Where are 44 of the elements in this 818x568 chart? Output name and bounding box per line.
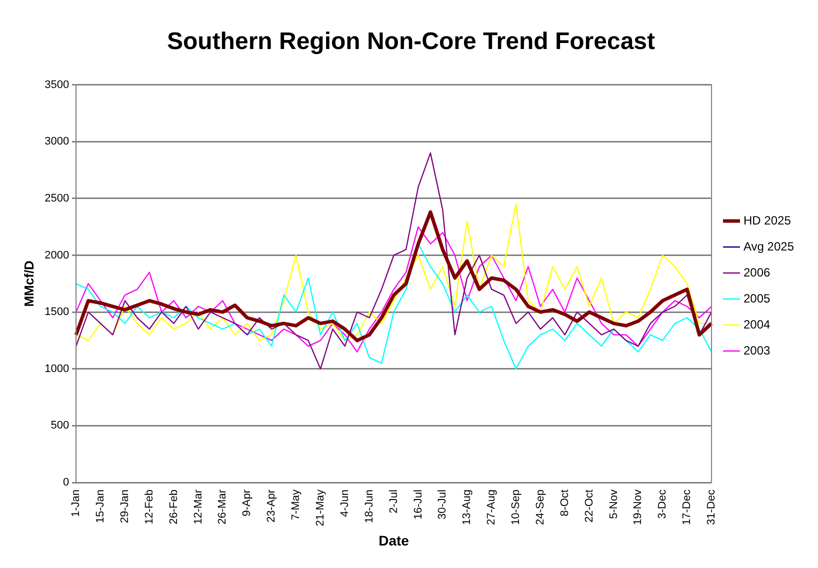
x-tick-label: 24-Sep (534, 490, 546, 526)
x-tick-label: 12-Feb (143, 490, 156, 524)
legend-label: 2005 (744, 291, 771, 306)
x-axis-title: Date (378, 532, 410, 548)
y-tick-label: 2000 (44, 249, 70, 262)
x-tick-label: 13-Aug (461, 490, 474, 526)
x-tick-label: 26-Mar (216, 489, 229, 524)
x-tick-label: 23-Apr (266, 489, 278, 523)
y-tick-label: 0 (62, 476, 70, 489)
y-tick-label: 3000 (44, 136, 70, 148)
x-tick-label: 2-Jul (388, 490, 400, 514)
x-tick-label: 31-Dec (706, 489, 718, 525)
x-tick-label: 26-Feb (168, 490, 180, 524)
legend-label: 2006 (744, 265, 771, 280)
legend-label: Avg 2025 (744, 239, 794, 254)
x-tick-label: 12-Mar (192, 489, 204, 524)
x-tick-label: 22-Oct (583, 490, 596, 523)
x-tick-label: 7-May (290, 489, 302, 520)
x-tick-label: 18-Jun (363, 490, 376, 524)
x-tick-label: 1-Jan (70, 490, 82, 518)
legend-label: HD 2025 (744, 213, 792, 228)
x-tick-label: 8-Oct (558, 490, 571, 516)
y-tick-label: 1000 (44, 362, 70, 375)
y-tick-label: 1500 (44, 306, 70, 318)
y-tick-label: 500 (50, 420, 70, 432)
x-tick-label: 4-Jun (338, 490, 351, 518)
x-tick-label: 27-Aug (486, 490, 498, 526)
x-tick-label: 16-Jul (412, 490, 424, 520)
x-tick-label: 17-Dec (681, 489, 694, 525)
y-tick-label: 3500 (44, 78, 70, 91)
y-tick-label: 2500 (44, 192, 70, 204)
x-tick-label: 15-Jan (94, 490, 107, 524)
x-tick-label: 3-Dec (656, 489, 669, 519)
x-tick-label: 30-Jul (436, 490, 449, 520)
x-tick-label: 19-Nov (632, 489, 644, 525)
x-tick-label: 10-Sep (510, 490, 522, 526)
x-tick-label: 5-Nov (608, 489, 620, 519)
y-axis-title: MMcf/D (21, 260, 36, 307)
legend-label: 2004 (744, 317, 771, 332)
x-tick-label: 29-Jan (118, 490, 131, 524)
legend-label: 2003 (744, 343, 771, 358)
chart-title: Southern Region Non-Core Trend Forecast (166, 28, 656, 56)
x-tick-label: 9-Apr (241, 489, 254, 516)
x-tick-label: 21-May (314, 489, 326, 526)
